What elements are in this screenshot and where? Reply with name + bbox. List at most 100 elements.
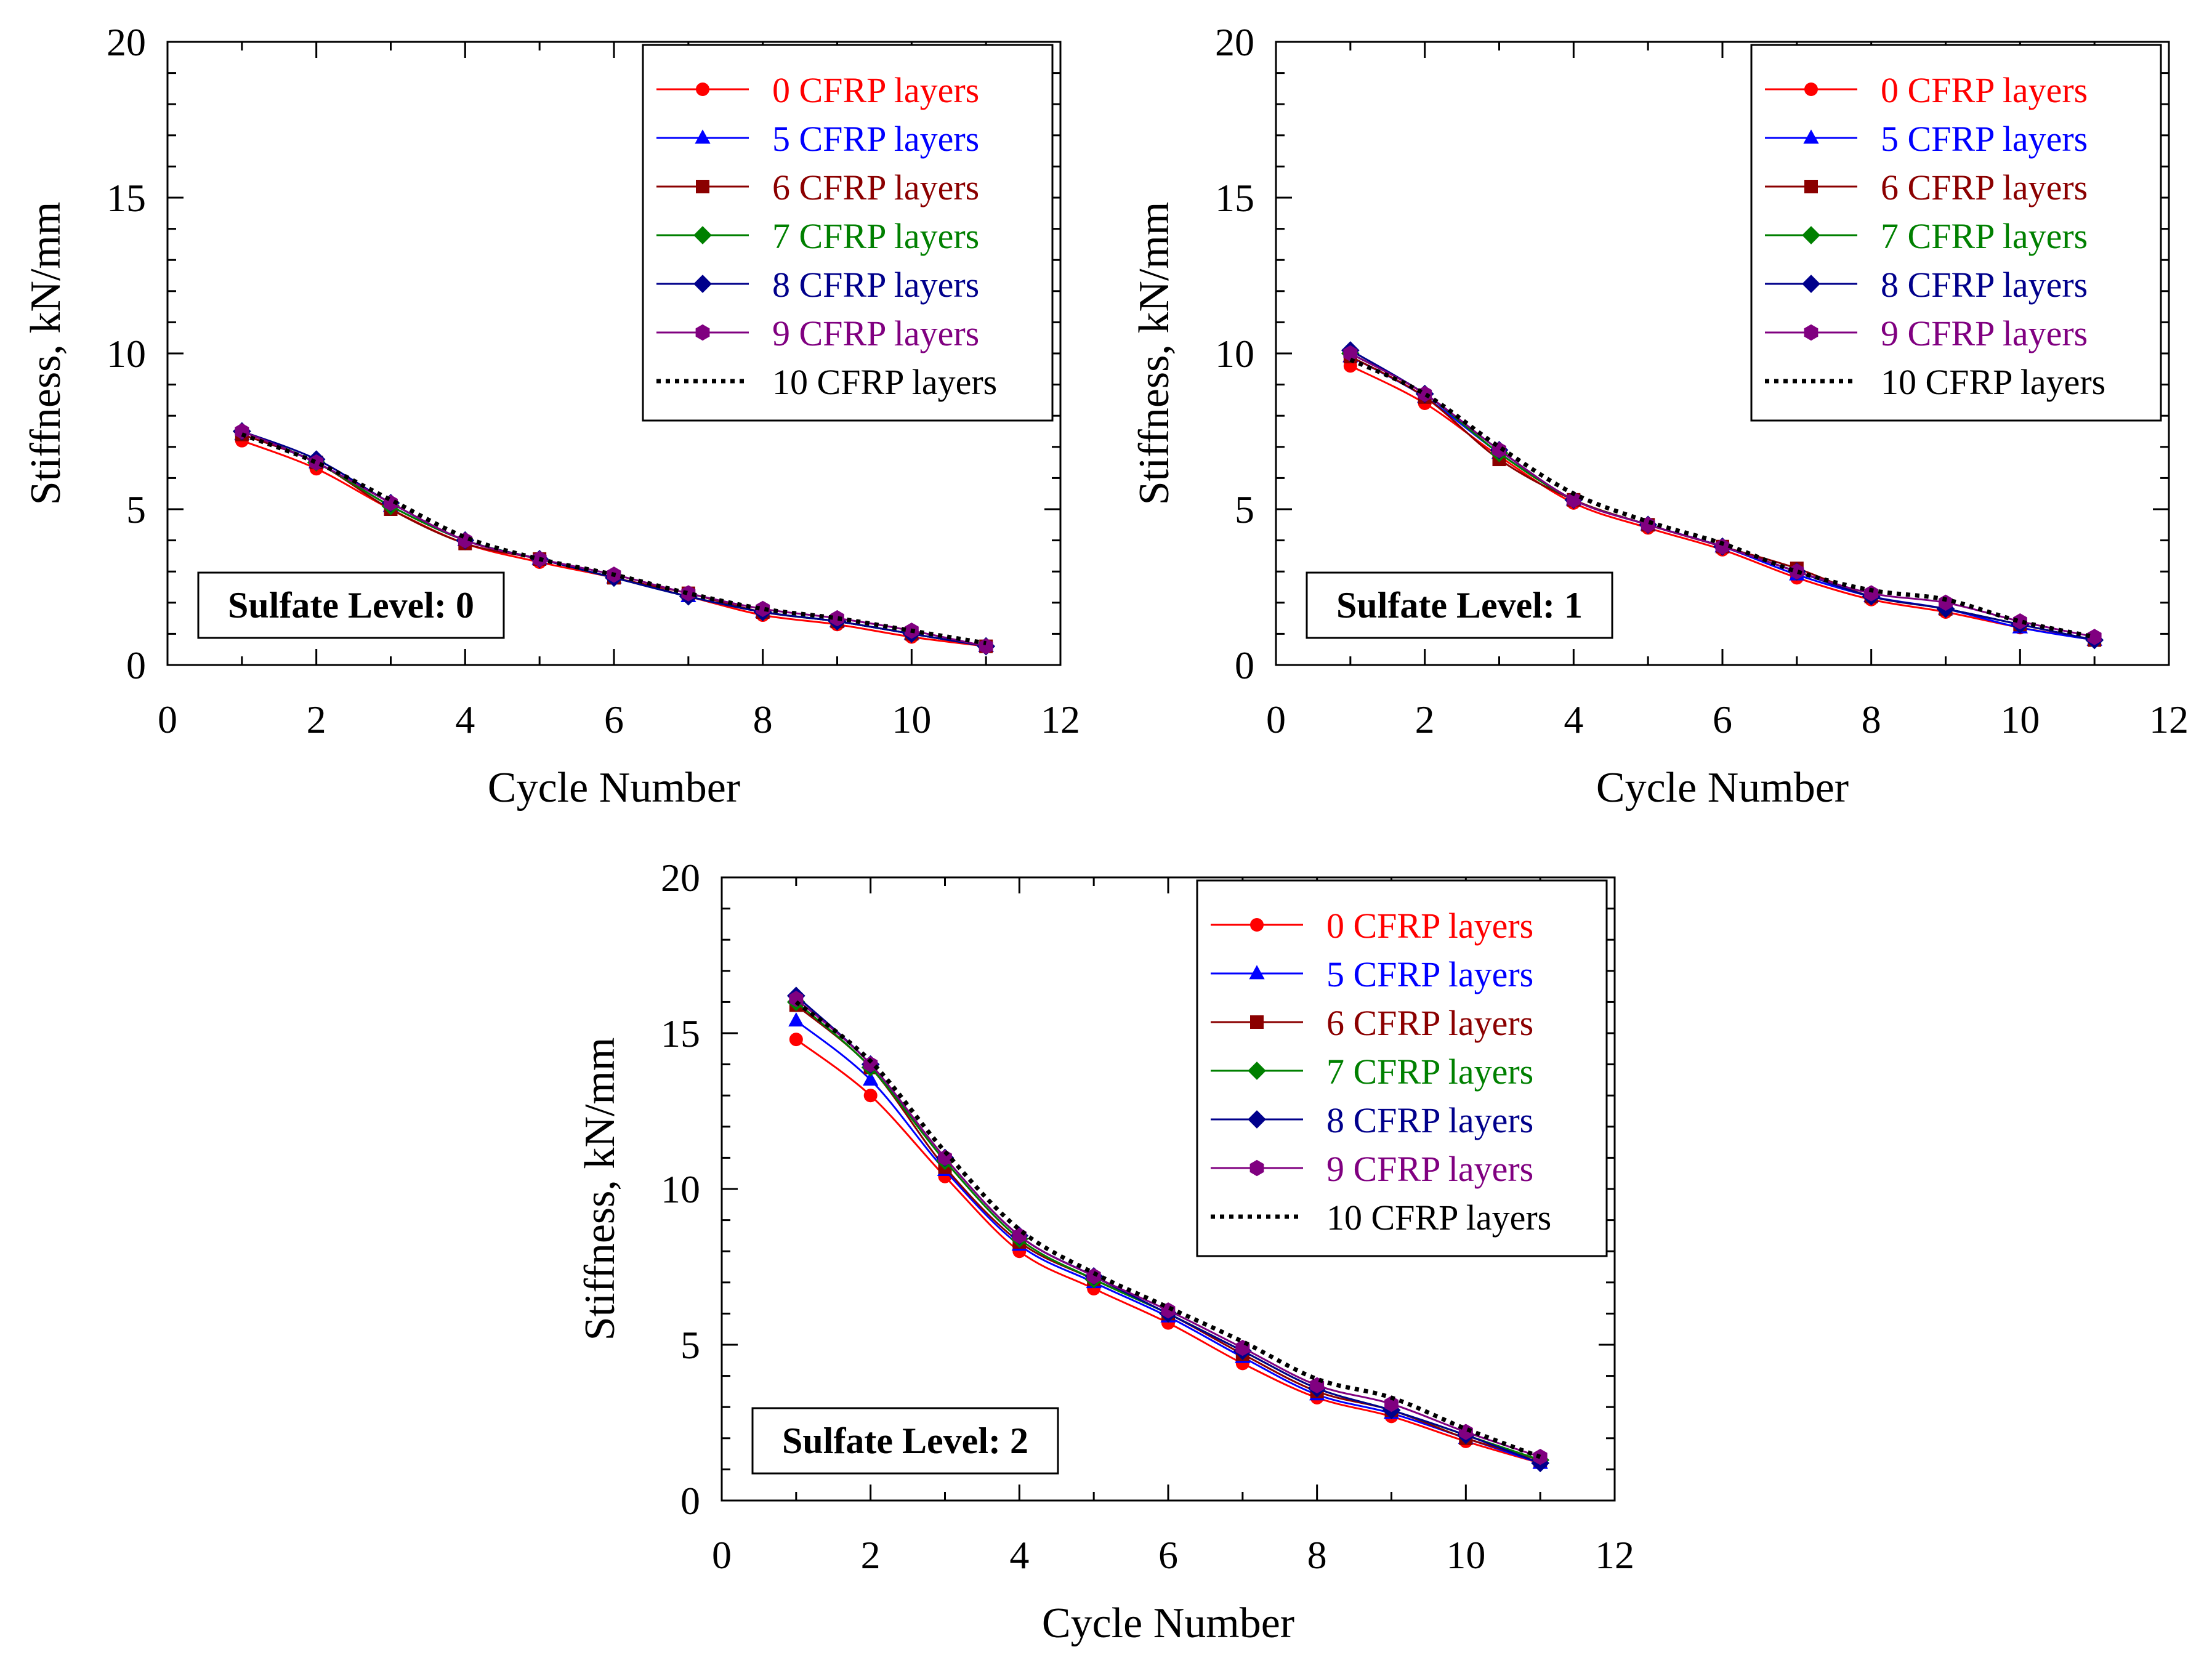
series-line-5: [795, 998, 1541, 1458]
y-axis-label: Stiffness, kN/mm: [576, 1037, 624, 1341]
x-tick-label: 2: [307, 698, 326, 741]
y-axis-label: Stiffness, kN/mm: [1131, 202, 1178, 506]
x-tick-label: 10: [1446, 1533, 1485, 1577]
series-line-6: [241, 432, 987, 646]
legend-box: [1196, 879, 1608, 1257]
sulfate-level-label: Sulfate Level: 1: [1336, 585, 1583, 626]
series-line-6: [794, 1000, 1541, 1459]
legend-marker-1: [695, 129, 711, 144]
y-tick-label: 20: [1215, 20, 1254, 64]
legend-label-6: 10 CFRP layers: [772, 362, 997, 402]
data-point-series-5: [681, 585, 696, 602]
legend-label-2: 6 CFRP layers: [1881, 167, 2088, 207]
legend-label-2: 6 CFRP layers: [772, 167, 979, 207]
y-tick-label: 5: [680, 1323, 700, 1367]
y-tick-label: 20: [107, 20, 146, 64]
x-tick-label: 6: [604, 698, 624, 741]
annotation-box: [197, 571, 505, 639]
y-tick-label: 10: [661, 1167, 700, 1211]
data-point-series-5: [1161, 1302, 1176, 1319]
legend-label-4: 8 CFRP layers: [1881, 265, 2088, 305]
sulfate-level-label: Sulfate Level: 0: [228, 585, 474, 626]
data-point-series-5: [1790, 563, 1804, 580]
legend-label-5: 9 CFRP layers: [1326, 1149, 1533, 1189]
x-tick-label: 8: [1862, 698, 1881, 741]
legend-marker-5: [1249, 1159, 1264, 1177]
legend: 0 CFRP layers 5 CFRP layers 6 CFRP layers 7…: [642, 44, 1054, 422]
data-point-series-5: [2087, 629, 2102, 645]
data-point-series-0: [863, 1089, 878, 1103]
legend-marker-0: [1250, 918, 1264, 932]
data-point-series-5: [979, 638, 993, 655]
x-tick-label: 6: [1158, 1533, 1178, 1577]
legend-label-1: 5 CFRP layers: [772, 119, 979, 159]
legend-marker-4: [1802, 275, 1820, 293]
legend-label-0: 0 CFRP layers: [1881, 70, 2088, 110]
legend-marker-4: [1248, 1110, 1266, 1129]
legend: 0 CFRP layers 5 CFRP layers 6 CFRP layers 7…: [1196, 879, 1608, 1257]
y-axis-label: Stiffness, kN/mm: [22, 202, 70, 506]
data-point-series-5: [830, 610, 844, 627]
x-tick-label: 4: [455, 698, 475, 741]
data-point-series-0: [789, 1033, 803, 1047]
x-tick-label: 10: [892, 698, 931, 741]
legend-marker-5: [695, 324, 710, 341]
x-tick-label: 2: [861, 1533, 881, 1577]
legend-marker-4: [693, 275, 712, 293]
x-tick-label: 0: [712, 1533, 732, 1577]
legend-box: [1750, 44, 2162, 422]
y-tick-label: 5: [126, 488, 146, 531]
annotation-box: [1306, 571, 1613, 639]
data-point-series-5: [1566, 491, 1581, 508]
x-axis-label: Cycle Number: [488, 764, 740, 812]
legend-label-4: 8 CFRP layers: [1326, 1100, 1533, 1140]
x-tick-label: 12: [1595, 1533, 1634, 1577]
legend-marker-2: [1250, 1015, 1264, 1029]
legend-marker-1: [1249, 965, 1265, 980]
data-point-series-5: [1864, 585, 1879, 602]
annotation-box: [751, 1407, 1059, 1475]
legend-label-1: 5 CFRP layers: [1326, 954, 1533, 994]
legend-marker-1: [1803, 129, 1819, 144]
data-point-series-5: [1343, 345, 1358, 362]
data-point-series-5: [2012, 613, 2027, 630]
series-line-0: [795, 1038, 1541, 1464]
chart-panel-2: 0 2 4 6 8 10 12 0 5 10 15 20 Cycle Number Stiffness, …: [576, 856, 1634, 1647]
chart-panel-1: 0 2 4 6 8 10 12 0 5 10 15 20 Cycle Number Stiffness, …: [1131, 20, 2189, 812]
sulfate-level-label: Sulfate Level: 2: [782, 1420, 1028, 1461]
legend-label-4: 8 CFRP layers: [772, 265, 979, 305]
series-line-6: [1349, 357, 2095, 639]
data-point-series-5: [1715, 538, 1730, 555]
y-tick-label: 10: [107, 332, 146, 376]
data-point-series-5: [1384, 1395, 1399, 1412]
y-tick-label: 15: [1215, 176, 1254, 220]
legend-label-5: 9 CFRP layers: [772, 313, 979, 353]
data-point-series-1: [788, 1012, 804, 1027]
x-tick-label: 8: [753, 698, 773, 741]
y-tick-label: 5: [1235, 488, 1254, 531]
legend-label-6: 10 CFRP layers: [1326, 1198, 1551, 1238]
x-tick-label: 4: [1009, 1533, 1029, 1577]
legend-label-0: 0 CFRP layers: [1326, 906, 1533, 946]
legend-label-5: 9 CFRP layers: [1881, 313, 2088, 353]
y-tick-label: 0: [126, 643, 146, 687]
y-tick-label: 15: [107, 176, 146, 220]
legend-marker-0: [696, 83, 709, 96]
legend-label-1: 5 CFRP layers: [1881, 119, 2088, 159]
legend-label-0: 0 CFRP layers: [772, 70, 979, 110]
legend-box: [642, 44, 1054, 422]
legend-marker-3: [1248, 1062, 1266, 1080]
data-point-series-5: [863, 1056, 878, 1073]
legend-marker-5: [1804, 324, 1818, 341]
data-point-series-1: [863, 1071, 879, 1086]
x-tick-label: 0: [158, 698, 177, 741]
legend-label-3: 7 CFRP layers: [772, 216, 979, 256]
data-point-series-5: [756, 600, 770, 618]
legend-label-6: 10 CFRP layers: [1881, 362, 2105, 402]
y-tick-label: 0: [1235, 643, 1254, 687]
x-tick-label: 10: [2000, 698, 2040, 741]
legend-marker-0: [1804, 83, 1818, 96]
x-tick-label: 0: [1266, 698, 1286, 741]
legend-label-3: 7 CFRP layers: [1326, 1052, 1533, 1092]
